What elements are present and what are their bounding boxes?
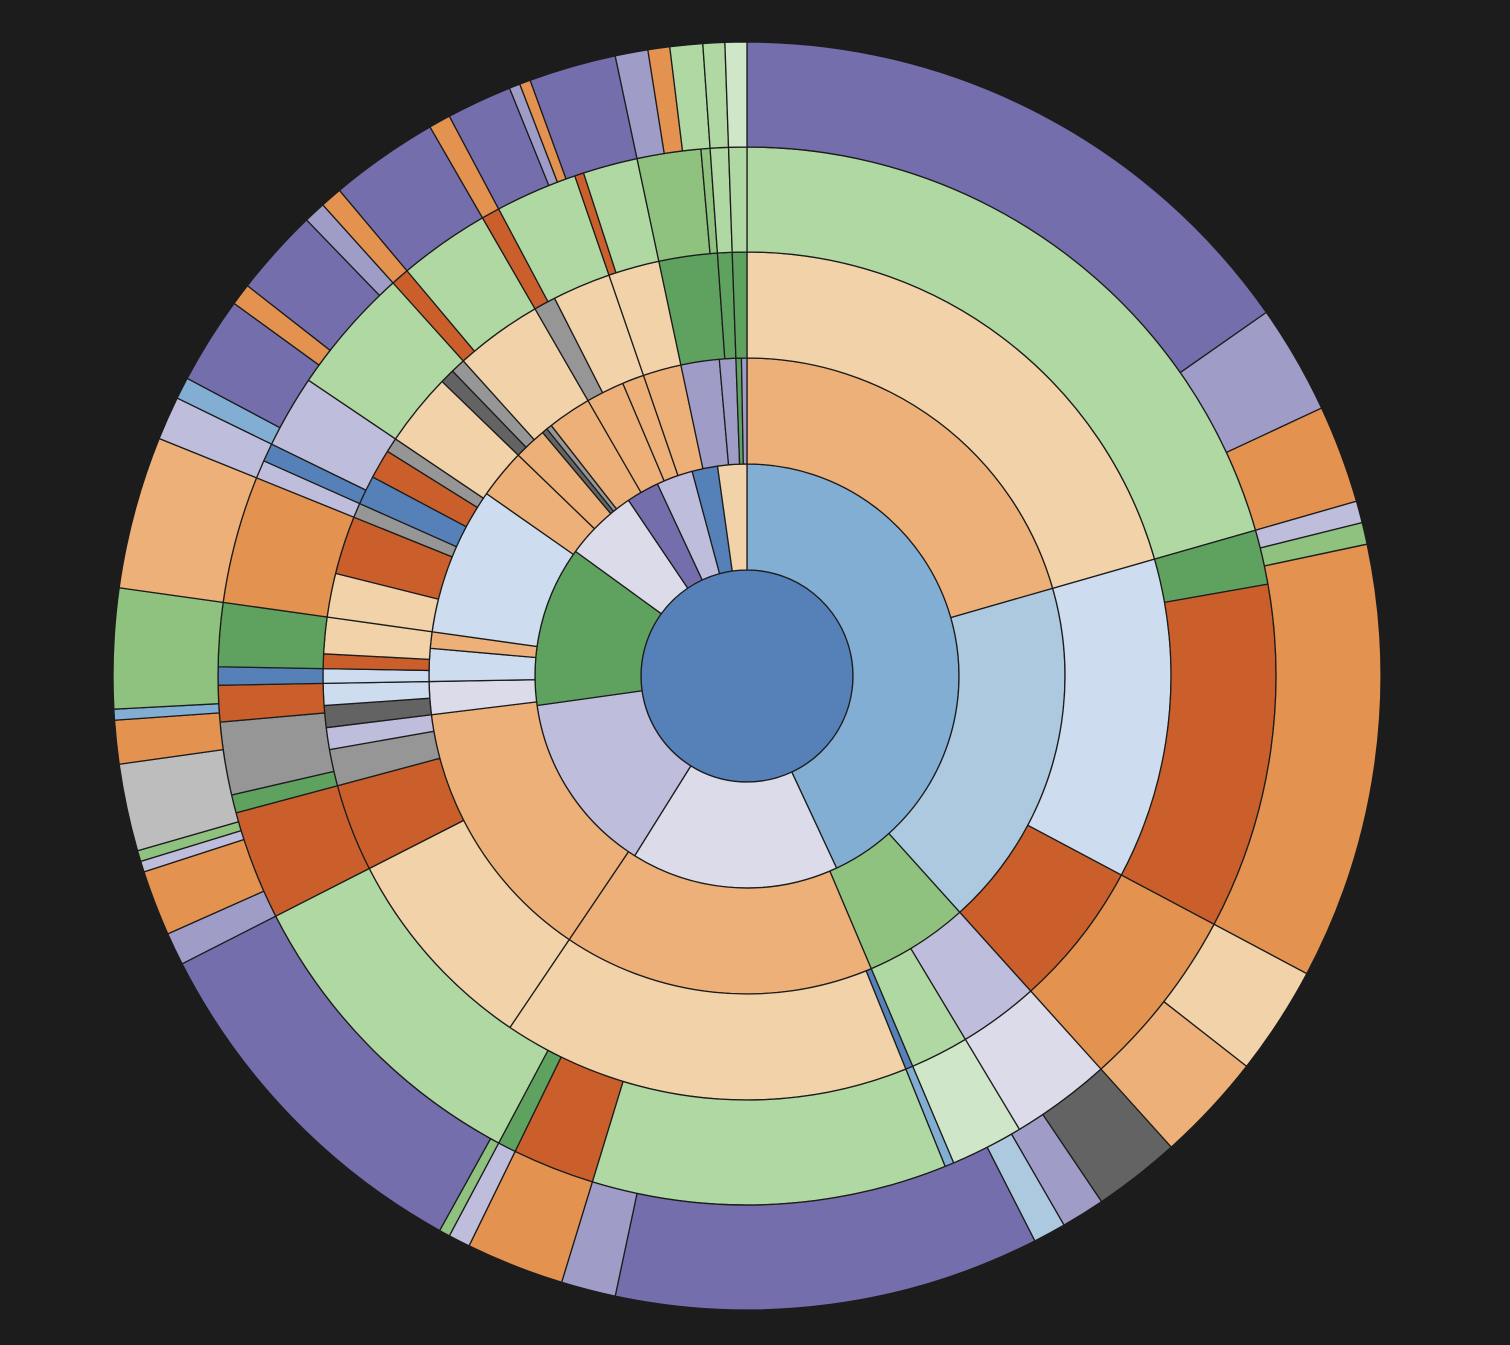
ring-level-5 (217, 146, 1277, 1206)
sunburst-segment[interactable] (217, 666, 324, 686)
ring-level-2 (534, 463, 960, 889)
ring-level-4 (322, 251, 1172, 1101)
ring-level-1 (640, 569, 854, 783)
sunburst-segment[interactable] (727, 146, 748, 253)
ring-level-6 (112, 41, 1382, 1311)
sunburst-segment[interactable] (724, 41, 748, 148)
ring-level-3 (428, 357, 1066, 995)
sunburst-segment[interactable] (112, 587, 224, 710)
sunburst-segment[interactable] (640, 569, 854, 783)
